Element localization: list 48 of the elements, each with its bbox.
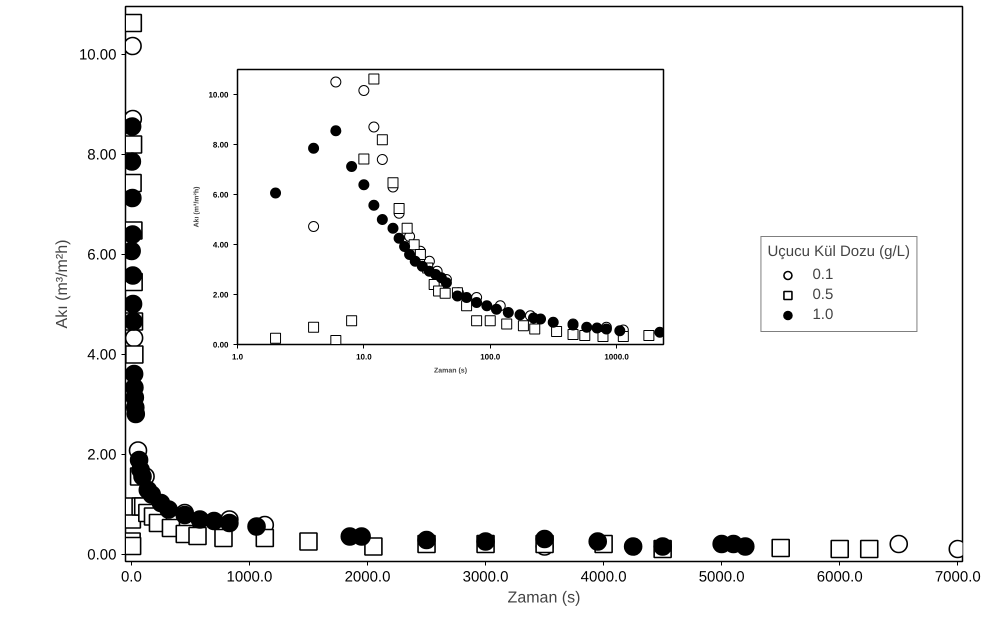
y-tick-label: 0.00 (87, 546, 117, 564)
point (299, 532, 318, 551)
x-tick-label: 1000.0 (604, 352, 630, 362)
x-tick-label: 3000.0 (462, 568, 509, 586)
y-tick-label: 2.00 (212, 290, 230, 300)
y-tick-label: 8.00 (87, 146, 117, 164)
point (188, 526, 207, 546)
y-tick-label: 10.00 (208, 90, 230, 100)
y-tick-label: 4.00 (212, 240, 230, 250)
x-tick-label: 1000.0 (226, 568, 272, 586)
x-tick-label: 5000.0 (698, 568, 745, 586)
x-tick-label: 10.0 (356, 352, 372, 362)
y-tick-label: 8.00 (212, 140, 230, 150)
point (214, 528, 233, 548)
point (830, 540, 850, 558)
y-axis-title: Akı (m³/m²h) (54, 240, 71, 328)
point (624, 537, 642, 556)
point (417, 530, 436, 550)
point (204, 512, 224, 530)
point (889, 534, 908, 554)
legend-label: 1.0 (812, 306, 834, 323)
x-tick-label: 7000.0 (934, 568, 981, 586)
x-tick-label: 1.0 (232, 352, 244, 362)
y-tick-label: 6.00 (87, 246, 117, 264)
point (126, 345, 144, 364)
point (247, 517, 266, 536)
y-tick-label: 2.00 (87, 446, 117, 464)
point (860, 540, 879, 558)
y-tick-label: 10.00 (78, 46, 117, 64)
legend-label: 0.5 (812, 286, 834, 303)
point (159, 500, 178, 519)
point (220, 514, 239, 532)
y-tick-label: 4.00 (87, 346, 117, 364)
x-tick-label: 2000.0 (344, 568, 390, 586)
y-tick-label: 6.00 (212, 190, 230, 200)
legend-label: 0.1 (812, 266, 834, 283)
x-tick-label: 100.0 (480, 352, 501, 362)
x-tick-label: 6000.0 (816, 568, 863, 586)
point (364, 537, 383, 556)
point (588, 532, 608, 551)
point (535, 530, 554, 548)
x-axis-title: Zaman (s) (508, 590, 580, 606)
point (771, 538, 790, 558)
legend-title: Uçucu Kül Dozu (g/L) (767, 242, 910, 260)
x-tick-label: 4000.0 (580, 568, 627, 586)
point (736, 537, 755, 556)
x-tick-label: 0.0 (120, 568, 142, 586)
y-tick-label: 0.00 (212, 340, 230, 350)
